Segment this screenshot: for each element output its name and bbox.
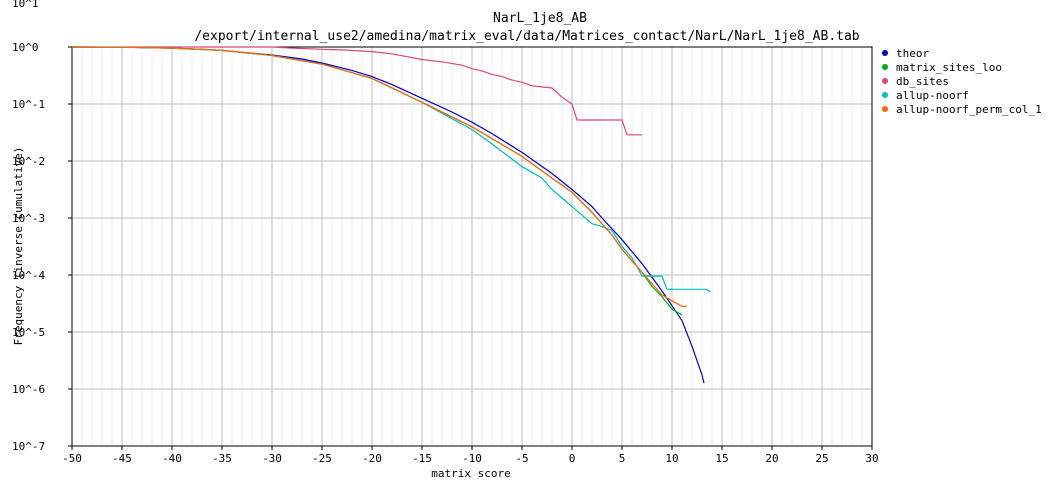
y-tick-label: 10^-2 xyxy=(12,155,45,168)
x-tick-label: -25 xyxy=(312,452,332,465)
x-axis-label: matrix score xyxy=(431,467,510,480)
legend-marker xyxy=(882,92,888,98)
y-axis-ticks: 10^0 10^-1 10^-2 10^-3 10^-4 10^-5 10^-6 10^-7 xyxy=(12,41,72,453)
series-line-allup-noorf_perm_col_1 xyxy=(71,46,687,307)
legend-label: matrix_sites_loo xyxy=(896,61,1002,74)
x-tick-label: -30 xyxy=(262,452,282,465)
x-tick-label: 0 xyxy=(569,452,576,465)
x-tick-label: 20 xyxy=(765,452,778,465)
x-tick-label: 15 xyxy=(715,452,728,465)
legend: theormatrix_sites_loodb_sitesallup-noorf… xyxy=(882,47,1042,116)
y-tick-label: 10^-7 xyxy=(12,440,45,453)
chart-title: NarL_1je8_AB xyxy=(493,11,587,26)
x-tick-label: 30 xyxy=(865,452,878,465)
x-tick-label: -45 xyxy=(112,452,132,465)
legend-label: allup-noorf xyxy=(896,89,969,102)
legend-marker xyxy=(882,106,888,112)
x-tick-label: 5 xyxy=(619,452,626,465)
series-line-db_sites xyxy=(72,46,642,136)
legend-marker xyxy=(882,50,888,56)
x-tick-label: 10 xyxy=(665,452,678,465)
y-axis-label: Frequency (inverse cumulative) xyxy=(12,147,25,346)
x-tick-label: 25 xyxy=(815,452,828,465)
x-tick-label: -20 xyxy=(362,452,382,465)
x-axis-ticks: -50 -45 -40 -35 -30 -25 -20 -15 -10 -5 0 5 10 15 20 25 3… xyxy=(62,446,879,465)
y-tick-label: 10^-1 xyxy=(12,98,45,111)
legend-marker xyxy=(882,78,888,84)
legend-label: db_sites xyxy=(896,75,949,88)
y-tick-label: 10^-3 xyxy=(12,212,45,225)
y-tick-label: 10^-6 xyxy=(12,383,45,396)
legend-label: theor xyxy=(896,47,929,60)
y-tick-label: 10^0 xyxy=(12,41,39,54)
x-tick-label: -40 xyxy=(162,452,182,465)
y-tick-label-top: 10^1 xyxy=(12,0,39,10)
y-tick-label: 10^-5 xyxy=(12,326,45,339)
y-tick-label: 10^-4 xyxy=(12,269,45,282)
chart-subtitle: /export/internal_use2/amedina/matrix_eva… xyxy=(194,29,859,44)
x-tick-label: -15 xyxy=(412,452,432,465)
series-layer xyxy=(71,46,711,384)
legend-label: allup-noorf_perm_col_1 xyxy=(896,103,1042,116)
legend-marker xyxy=(882,64,888,70)
x-tick-label: -50 xyxy=(62,452,82,465)
x-tick-label: -5 xyxy=(515,452,528,465)
minor-grid xyxy=(81,47,863,446)
x-tick-label: -10 xyxy=(462,452,482,465)
x-tick-label: -35 xyxy=(212,452,232,465)
